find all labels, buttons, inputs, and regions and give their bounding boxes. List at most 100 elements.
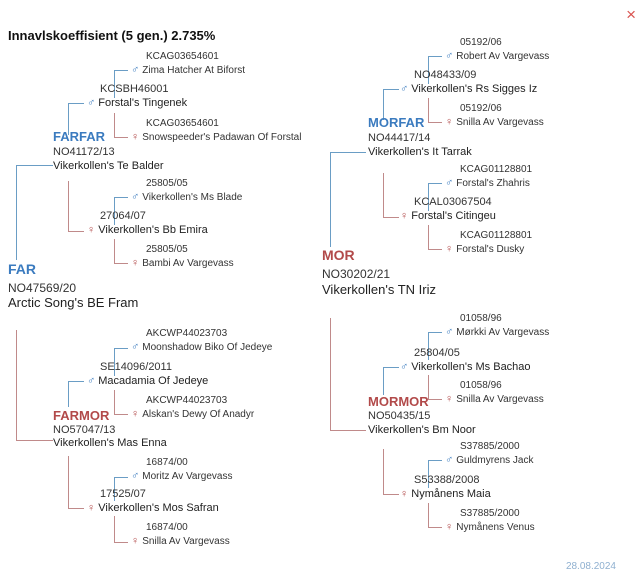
connector-line: [114, 348, 128, 349]
connector-line: [114, 348, 115, 376]
ancestor-name: Bambi Av Vargevass: [142, 258, 234, 269]
ancestor-row[interactable]: ♂ Moritz Av Vargevass: [131, 470, 232, 482]
ancestor-name: Guldmyrens Jack: [456, 455, 534, 466]
morfar-label: MORFAR: [368, 115, 425, 130]
connector-line: [428, 183, 442, 184]
ancestor-name: Snilla Av Vargevass: [142, 536, 230, 547]
ancestor-row[interactable]: ♂ Zima Hatcher At Biforst: [131, 64, 245, 76]
connector-line: [383, 367, 399, 368]
mf-dam-row[interactable]: ♀ Forstal's Citingeu: [400, 210, 496, 222]
ancestor-reg: 05192/06: [460, 37, 502, 48]
connector-line: [428, 460, 429, 488]
male-icon: ♂: [131, 341, 140, 353]
connector-line: [114, 414, 128, 415]
mormor-label: MORMOR: [368, 394, 429, 409]
ancestor-reg: 05192/06: [460, 103, 502, 114]
ancestor-row[interactable]: ♀ Nymånens Venus: [445, 521, 535, 533]
female-icon: ♀: [87, 502, 96, 514]
mor-label: MOR: [322, 247, 355, 263]
ancestor-reg: AKCWP44023703: [146, 395, 228, 406]
ancestor-name: Snilla Av Vargevass: [456, 117, 544, 128]
ancestor-name: Snilla Av Vargevass: [456, 394, 544, 405]
ancestor-name: Zima Hatcher At Biforst: [142, 65, 246, 76]
connector-line: [383, 89, 399, 90]
mor-name[interactable]: Vikerkollen's TN Iriz: [322, 282, 436, 297]
male-icon: ♂: [131, 470, 140, 482]
connector-line: [428, 122, 442, 123]
ff-dam-row[interactable]: ♀ Vikerkollen's Bb Emira: [87, 224, 208, 236]
ff-sire-row[interactable]: ♂ Forstal's Tingenek: [87, 97, 187, 109]
ancestor-reg: 01058/96: [460, 380, 502, 391]
mf-sire-reg: NO48433/09: [414, 69, 477, 81]
morfar-name[interactable]: Vikerkollen's It Tarrak: [368, 146, 472, 158]
morfar-reg: NO44417/14: [368, 132, 431, 144]
farfar-label: FARFAR: [53, 129, 105, 144]
far-label: FAR: [8, 261, 36, 277]
fm-sire-row[interactable]: ♂ Macadamia Of Jedeye: [87, 375, 208, 387]
ff-sire-name: Forstal's Tingenek: [98, 97, 188, 109]
farfar-name[interactable]: Vikerkollen's Te Balder: [53, 160, 164, 172]
ancestor-row[interactable]: ♂ Mørkki Av Vargevass: [445, 326, 549, 338]
mm-dam-row[interactable]: ♀ Nymånens Maia: [400, 488, 491, 500]
female-icon: ♀: [131, 131, 140, 143]
connector-line: [428, 503, 429, 527]
ancestor-row[interactable]: ♀ Bambi Av Vargevass: [131, 257, 234, 269]
ancestor-row[interactable]: ♀ Forstal's Dusky: [445, 243, 524, 255]
ancestor-reg: 25805/05: [146, 244, 188, 255]
ancestor-row[interactable]: ♀ Snowspeeder's Padawan Of Forstal: [131, 131, 301, 143]
ancestor-name: Snowspeeder's Padawan Of Forstal: [142, 132, 302, 143]
ancestor-row[interactable]: ♀ Alskan's Dewy Of Anadyr: [131, 408, 254, 420]
connector-line: [428, 332, 429, 360]
ancestor-row[interactable]: ♂ Robert Av Vargevass: [445, 50, 549, 62]
ancestor-row[interactable]: ♀ Snilla Av Vargevass: [445, 116, 544, 128]
ancestor-name: Moonshadow Biko Of Jedeye: [142, 342, 273, 353]
close-icon[interactable]: ×: [626, 5, 636, 24]
male-icon: ♂: [87, 97, 96, 109]
far-name[interactable]: Arctic Song's BE Fram: [8, 295, 139, 310]
male-icon: ♂: [131, 191, 140, 203]
mm-sire-row[interactable]: ♂ Vikerkollen's Ms Bachao: [400, 361, 531, 373]
ancestor-reg: 16874/00: [146, 522, 188, 533]
connector-line: [428, 249, 442, 250]
mf-dam-name: Forstal's Citingeu: [411, 210, 496, 222]
male-icon: ♂: [445, 50, 454, 62]
male-icon: ♂: [445, 454, 454, 466]
ancestor-reg: 01058/96: [460, 313, 502, 324]
connector-line: [114, 477, 115, 501]
connector-line: [428, 56, 429, 84]
connector-line: [383, 173, 384, 217]
connector-line: [383, 449, 384, 494]
ancestor-row[interactable]: ♀ Snilla Av Vargevass: [445, 393, 544, 405]
ancestor-reg: 16874/00: [146, 457, 188, 468]
mormor-name[interactable]: Vikerkollen's Bm Noor: [368, 424, 476, 436]
female-icon: ♀: [445, 116, 454, 128]
mm-sire-name: Vikerkollen's Ms Bachao: [411, 361, 531, 373]
fm-sire-reg: SE14096/2011: [100, 361, 172, 373]
mf-sire-row[interactable]: ♂ Vikerkollen's Rs Sigges Iz: [400, 83, 537, 95]
male-icon: ♂: [400, 361, 409, 373]
connector-line: [114, 197, 128, 198]
mf-sire-name: Vikerkollen's Rs Sigges Iz: [411, 83, 538, 95]
ancestor-row[interactable]: ♂ Moonshadow Biko Of Jedeye: [131, 341, 272, 353]
connector-line: [114, 390, 115, 414]
ancestor-row[interactable]: ♀ Snilla Av Vargevass: [131, 535, 230, 547]
female-icon: ♀: [131, 408, 140, 420]
ancestor-reg: S37885/2000: [460, 441, 520, 452]
farmor-name[interactable]: Vikerkollen's Mas Enna: [53, 437, 167, 449]
ancestor-row[interactable]: ♂ Vikerkollen's Ms Blade: [131, 191, 242, 203]
connector-line: [330, 152, 366, 153]
ancestor-row[interactable]: ♂ Guldmyrens Jack: [445, 454, 534, 466]
connector-line: [428, 225, 429, 249]
connector-line: [114, 239, 115, 263]
fm-dam-row[interactable]: ♀ Vikerkollen's Mos Safran: [87, 502, 219, 514]
connector-line: [330, 152, 331, 247]
connector-line: [68, 181, 69, 231]
ancestor-reg: S37885/2000: [460, 508, 520, 519]
far-reg: NO47569/20: [8, 281, 77, 295]
ff-dam-reg: 27064/07: [100, 210, 146, 222]
ancestor-row[interactable]: ♂ Forstal's Zhahris: [445, 177, 530, 189]
connector-line: [68, 103, 84, 104]
connector-line: [428, 399, 442, 400]
connector-line: [114, 197, 115, 225]
female-icon: ♀: [131, 257, 140, 269]
